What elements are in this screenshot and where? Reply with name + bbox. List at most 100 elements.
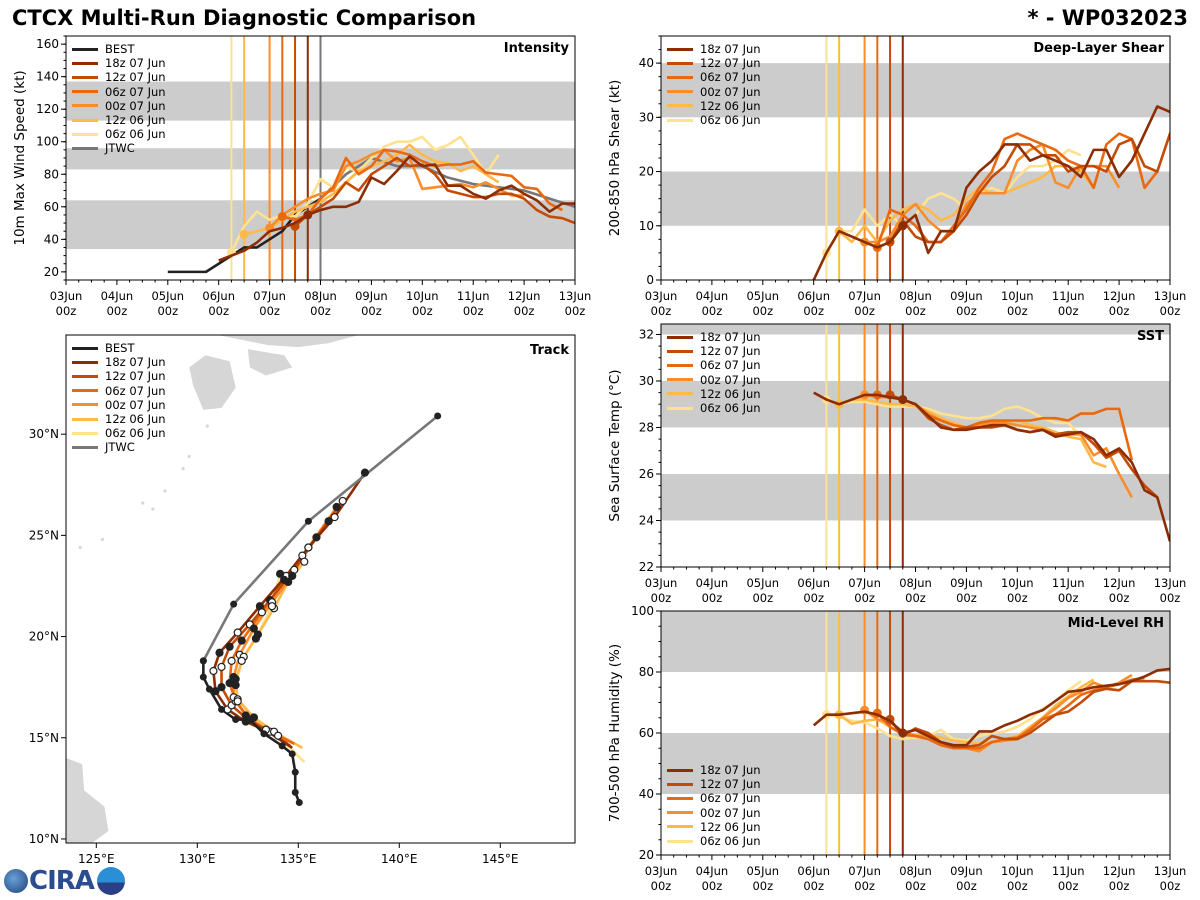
x-tick-label-line: 06Jun — [797, 576, 830, 590]
series-line-5 — [825, 148, 1082, 254]
x-tick-label-line: 00z — [56, 304, 77, 318]
x-tick-label: 12Jun 00z — [1103, 864, 1136, 893]
shaded-band — [661, 733, 1170, 794]
x-tick-label-line: 07Jun — [848, 289, 881, 303]
legend-swatch — [667, 104, 693, 108]
legend-item: 12z 06 Jun — [667, 820, 761, 834]
x-tick-label-line: 03Jun — [50, 289, 83, 303]
x-tick-label: 03Jun 00z — [645, 289, 678, 318]
y-tick-label: 100 — [631, 604, 654, 618]
legend-swatch — [667, 811, 693, 815]
y-tick-label: 10 — [639, 219, 654, 233]
legend-track: BEST 18z 07 Jun 12z 07 Jun 06z 07 Jun 00z 07… — [72, 341, 166, 455]
series-line-5 — [825, 398, 1082, 438]
land-shape — [189, 355, 236, 410]
legend-swatch — [667, 76, 693, 79]
x-tick-label-line: 00z — [752, 879, 773, 893]
legend-rh: 18z 07 Jun 12z 07 Jun 06z 07 Jun 00z 07 Jun… — [667, 763, 761, 848]
x-tick-label-line: 00z — [752, 591, 773, 605]
x-tick-label-line: 07Jun — [848, 864, 881, 878]
legend-label: 18z 07 Jun — [105, 355, 166, 370]
legend-label: JTWC — [105, 440, 135, 455]
jtwc-point — [434, 412, 442, 420]
x-tick-label-line: 00z — [803, 304, 824, 318]
series-line-2 — [282, 148, 563, 222]
legend-item: 06z 06 Jun — [667, 834, 761, 848]
best-point — [295, 799, 303, 807]
x-tick-label: 06Jun 00z — [797, 289, 830, 318]
legend-swatch — [667, 392, 693, 396]
y-tick-label: 0 — [646, 273, 654, 287]
legend-item: 00z 07 Jun — [72, 99, 166, 113]
y-tick-label: 120 — [36, 102, 59, 116]
plot-area — [661, 324, 1170, 567]
island — [205, 424, 209, 428]
lon-tick-label: 145°E — [482, 852, 519, 866]
legend-item: 12z 07 Jun — [72, 369, 166, 383]
track-point — [267, 602, 277, 611]
series-line-0 — [812, 105, 1170, 280]
x-tick-label-line: 00z — [956, 304, 977, 318]
track-line-0 — [212, 471, 367, 749]
x-tick-label-line: 05Jun — [746, 576, 779, 590]
legend-swatch — [72, 360, 98, 364]
series-line-0 — [218, 155, 575, 262]
y-tick-label: 28 — [639, 420, 654, 434]
track-point — [312, 533, 321, 542]
x-tick-label-line: 04Jun — [696, 576, 729, 590]
x-tick-label-line: 00z — [259, 304, 280, 318]
globe-icon — [4, 869, 28, 893]
legend-swatch — [667, 768, 693, 772]
legend-item: 12z 06 Jun — [667, 99, 761, 113]
legend-swatch — [72, 76, 98, 79]
land-shape — [217, 335, 359, 348]
x-tick-label-line: 05Jun — [746, 864, 779, 878]
legend-label: 12z 07 Jun — [700, 777, 761, 792]
legend-label: 00z 07 Jun — [700, 372, 761, 387]
legend-swatch — [72, 375, 98, 378]
legend-label: 00z 07 Jun — [700, 805, 761, 820]
x-tick-label-line: 00z — [310, 304, 331, 318]
track-point — [237, 656, 246, 665]
lat-tick-label: 25°N — [29, 528, 59, 542]
x-tick-label-line: 11Jun — [1052, 576, 1085, 590]
init-marker — [239, 229, 249, 239]
legend-swatch — [667, 47, 693, 51]
init-marker — [898, 395, 908, 405]
legend-swatch — [72, 403, 98, 407]
x-tick-label: 04Jun 00z — [101, 289, 134, 318]
panel-title-track: Track — [530, 343, 569, 358]
chart-track: 125°E 130°E 135°E 140°E 145°E 10°N 15°N 20°N 25°… — [29, 334, 576, 866]
x-tick-label-line: 00z — [905, 879, 926, 893]
x-tick-label-line: 03Jun — [645, 864, 678, 878]
legend-item: 06z 06 Jun — [72, 127, 166, 141]
x-tick-label-line: 00z — [361, 304, 382, 318]
panel-title-rh: Mid-Level RH — [1067, 616, 1164, 631]
best-point — [288, 750, 296, 758]
legend-item: 12z 07 Jun — [72, 70, 166, 84]
legend-label: 12z 07 Jun — [105, 70, 166, 85]
x-tick-label: 13Jun 00z — [559, 289, 592, 318]
x-tick-label-line: 12Jun — [1103, 576, 1136, 590]
track-point — [251, 634, 260, 643]
legend-swatch — [667, 782, 693, 786]
x-tick-label-line: 04Jun — [696, 289, 729, 303]
legend-item: 18z 07 Jun — [72, 355, 166, 369]
legend-label: 18z 07 Jun — [700, 763, 761, 777]
x-tick-label-line: 00z — [803, 879, 824, 893]
x-tick-label-line: 09Jun — [950, 864, 983, 878]
best-point — [278, 742, 286, 750]
legend-label: 06z 07 Jun — [700, 70, 761, 85]
x-tick-label-line: 03Jun — [645, 289, 678, 303]
legend-item: 06z 07 Jun — [72, 85, 166, 99]
x-tick-label-line: 00z — [463, 304, 484, 318]
x-tick-label-line: 04Jun — [696, 864, 729, 878]
track-line-4 — [234, 560, 306, 750]
track-point — [332, 502, 341, 512]
legend-swatch — [72, 61, 98, 65]
legend-swatch — [667, 364, 693, 367]
x-tick-label: 13Jun 00z — [1154, 289, 1187, 318]
x-tick-label-line: 00z — [905, 304, 926, 318]
x-tick-label-line: 00z — [651, 591, 672, 605]
x-tick-label-line: 12Jun — [508, 289, 541, 303]
